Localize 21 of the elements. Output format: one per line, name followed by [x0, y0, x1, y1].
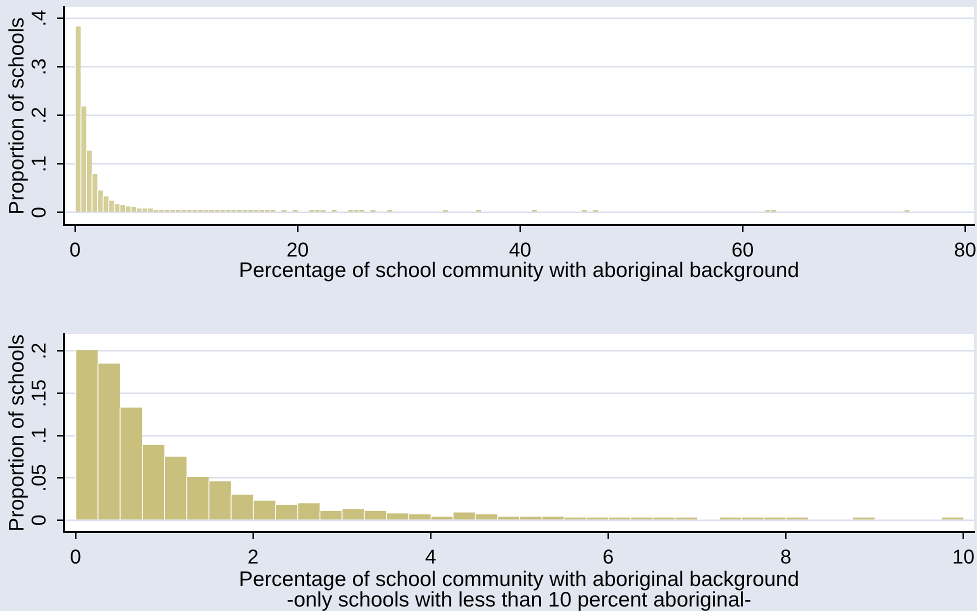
y-tick-label: .1 — [28, 155, 51, 172]
y-tick-label: .3 — [28, 58, 51, 76]
x-tick-label: 0 — [70, 240, 81, 262]
y-axis-title: Proportion of schools — [5, 17, 28, 215]
y-tick-label: 0 — [28, 206, 51, 218]
x-tick-label: 4 — [425, 546, 436, 569]
y-tick-label: .2 — [28, 106, 51, 124]
y-tick-label: .1 — [28, 427, 51, 444]
x-tick-label: 0 — [70, 546, 82, 569]
x-tick-label: 8 — [780, 546, 792, 569]
x-tick-label: 2 — [248, 546, 259, 569]
y-tick-label: .4 — [28, 10, 51, 27]
y-tick-label: 0 — [28, 514, 51, 526]
y-axis-title: Proportion of schools — [5, 334, 28, 532]
x-tick-label: 10 — [952, 546, 974, 569]
x-tick-label: 6 — [602, 546, 614, 569]
y-tick-label: .05 — [28, 464, 51, 492]
x-axis-title: Percentage of school community with aboriginal background -only schools with less than 10 percent aboriginal- — [238, 568, 800, 611]
y-tick-label: .15 — [28, 379, 51, 408]
y-tick-label: .2 — [28, 342, 51, 360]
x-tick-label: 80 — [954, 240, 976, 262]
